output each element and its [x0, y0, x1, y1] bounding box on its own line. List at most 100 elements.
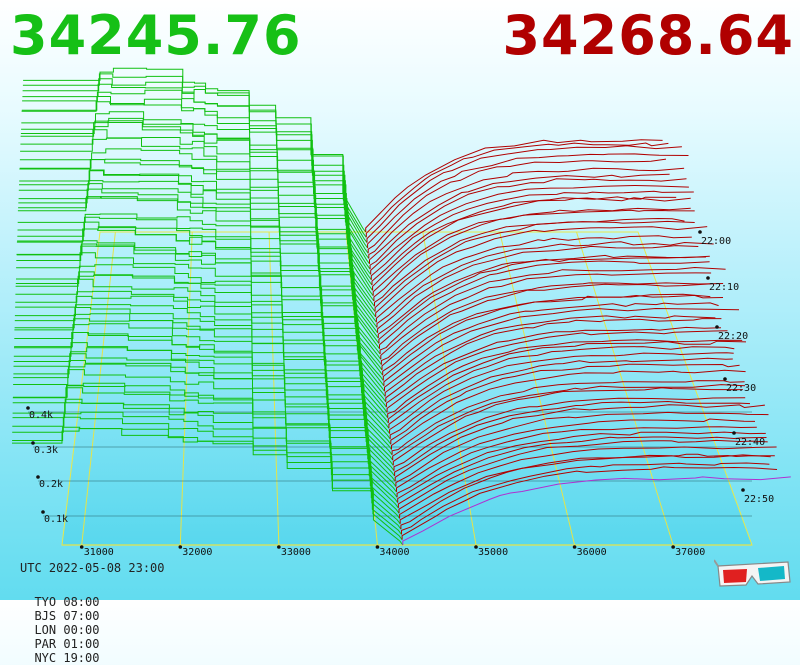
ask-depth-line	[394, 400, 751, 476]
ask-depth-line	[393, 397, 746, 471]
ask-depth-line	[368, 167, 685, 259]
bid-depth-line	[12, 428, 404, 546]
ask-depth-line	[390, 363, 740, 445]
ask-price: 34268.64	[502, 4, 794, 67]
ask-depth-line	[379, 260, 710, 349]
ask-depth-line	[402, 476, 791, 545]
time-tick-label: 22:10	[709, 282, 739, 293]
ask-depth-line	[375, 226, 708, 317]
ask-depth-line	[387, 339, 743, 418]
ask-depth-line	[387, 340, 747, 423]
depth-tick-label: 0.4k	[29, 410, 53, 421]
ask-depth-line	[399, 453, 775, 524]
ask-depth-line	[385, 326, 722, 408]
depth-tick	[36, 475, 40, 479]
ask-depth-line	[375, 235, 692, 323]
ask-depth-line	[401, 466, 778, 540]
ask-depth-line	[384, 315, 716, 397]
ask-depth-line	[389, 357, 733, 439]
ask-depth-line	[366, 145, 682, 243]
timezone-tyo: TYO 08:00	[34, 595, 100, 609]
timezone-nyc: NYC 19:00	[34, 651, 100, 665]
ask-depth-line	[374, 220, 695, 312]
3d-glasses-icon[interactable]	[714, 558, 792, 592]
ask-depth-line	[401, 462, 770, 535]
depth-tick-label: 0.1k	[44, 514, 68, 525]
time-tick	[698, 230, 702, 234]
bid-depth-line	[19, 148, 375, 302]
time-tick-label: 22:30	[726, 383, 756, 394]
ask-depth-line	[369, 178, 687, 270]
time-tick	[741, 488, 745, 492]
ask-depth-line	[395, 411, 769, 487]
ask-depth-line	[377, 245, 699, 333]
depth-tick	[26, 406, 30, 410]
bid-depth-line	[14, 307, 391, 440]
ask-depth-line	[372, 207, 691, 296]
ask-depth-line	[377, 254, 710, 339]
ask-depth-line	[391, 369, 746, 450]
ask-depth-line	[378, 256, 707, 344]
ask-depth-line	[374, 217, 685, 307]
ask-depth-line	[388, 346, 735, 429]
time-tick-label: 22:20	[718, 331, 748, 342]
price-tick-label: 31000	[84, 547, 114, 558]
ask-depth-line	[381, 283, 713, 370]
price-tick-label: 37000	[675, 547, 705, 558]
ask-depth-line	[380, 272, 712, 360]
ask-depth-line	[382, 293, 711, 376]
depth-tick-label: 0.2k	[39, 479, 63, 490]
ask-depth-line	[397, 431, 766, 503]
price-tick	[572, 545, 577, 549]
depth-tick	[41, 510, 45, 514]
price-tick	[79, 545, 84, 549]
ask-depth-line	[367, 158, 667, 254]
timezone-row: TYO 08:00 BJS 07:00 LON 00:00 PAR 01:00 …	[20, 581, 123, 665]
price-tick	[178, 545, 183, 549]
price-gridline	[499, 231, 576, 546]
ask-depth-line	[396, 418, 756, 492]
ask-depth-line	[383, 302, 719, 386]
ask-depth-line	[367, 153, 689, 248]
price-tick-label: 32000	[182, 547, 212, 558]
time-tick-label: 22:40	[735, 437, 765, 448]
time-tick-label: 22:00	[701, 236, 731, 247]
price-gridline	[81, 231, 116, 546]
ask-depth-line	[386, 330, 728, 413]
ask-depth-line	[385, 318, 722, 402]
depth-chart: 31000 32000 33000 34000 35000 36000 37000 0.4k 0…	[12, 67, 791, 558]
ask-depth-line	[372, 197, 691, 291]
ask-depth-line	[389, 352, 734, 434]
ask-depth-line	[365, 142, 669, 238]
utc-timestamp: UTC 2022-05-08 23:00	[20, 561, 165, 575]
ask-depth-line	[370, 184, 689, 275]
price-gridline	[576, 231, 674, 546]
ask-depth-line	[399, 446, 777, 519]
price-tick	[277, 545, 281, 549]
ask-depth-line	[392, 387, 743, 466]
time-tick-label: 22:50	[744, 494, 774, 505]
ask-depth-line	[376, 241, 714, 328]
price-tick-label: 34000	[379, 547, 409, 558]
price-tick-label: 33000	[281, 547, 311, 558]
timezone-bjs: BJS 07:00	[34, 609, 100, 623]
bid-depth-line	[18, 188, 379, 339]
time-tick	[706, 276, 710, 280]
ask-depth-line	[398, 439, 768, 514]
ask-depth-line	[392, 384, 746, 461]
time-tick	[715, 325, 719, 329]
bid-price: 34245.76	[10, 4, 302, 67]
ask-depth-line	[397, 436, 767, 508]
price-tick-label: 35000	[478, 547, 508, 558]
ask-depth-line	[400, 454, 771, 530]
time-tick	[723, 377, 727, 381]
bid-depth-line	[15, 274, 388, 413]
ask-depth-line	[379, 266, 726, 354]
price-tick	[671, 545, 675, 549]
depth-tick	[31, 441, 35, 445]
timezone-lon: LON 00:00	[34, 623, 100, 637]
ask-depth-line	[394, 404, 765, 482]
ask-depth-line	[382, 294, 724, 381]
ask-depth-line	[369, 173, 670, 264]
depth-tick-label: 0.3k	[34, 445, 58, 456]
